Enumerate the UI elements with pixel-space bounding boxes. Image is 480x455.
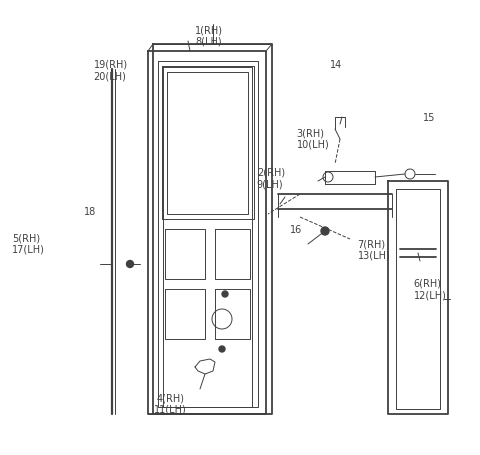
Text: 19(RH)
20(LH): 19(RH) 20(LH) <box>94 60 128 81</box>
Text: 2(RH)
9(LH): 2(RH) 9(LH) <box>257 167 285 189</box>
Text: 14: 14 <box>330 60 342 70</box>
Text: 1(RH)
8(LH): 1(RH) 8(LH) <box>195 25 223 46</box>
Circle shape <box>127 261 133 268</box>
Text: 15: 15 <box>423 112 436 122</box>
Text: 18: 18 <box>84 207 96 217</box>
Circle shape <box>321 228 329 236</box>
Text: 7(RH)
13(LH): 7(RH) 13(LH) <box>358 238 390 260</box>
Text: 6(RH)
12(LH): 6(RH) 12(LH) <box>414 278 446 300</box>
Text: 4(RH)
11(LH): 4(RH) 11(LH) <box>154 392 187 414</box>
Circle shape <box>219 346 225 352</box>
Text: 3(RH)
10(LH): 3(RH) 10(LH) <box>297 128 329 150</box>
Circle shape <box>222 291 228 298</box>
Text: 5(RH)
17(LH): 5(RH) 17(LH) <box>12 233 45 254</box>
Text: 16: 16 <box>290 225 303 235</box>
